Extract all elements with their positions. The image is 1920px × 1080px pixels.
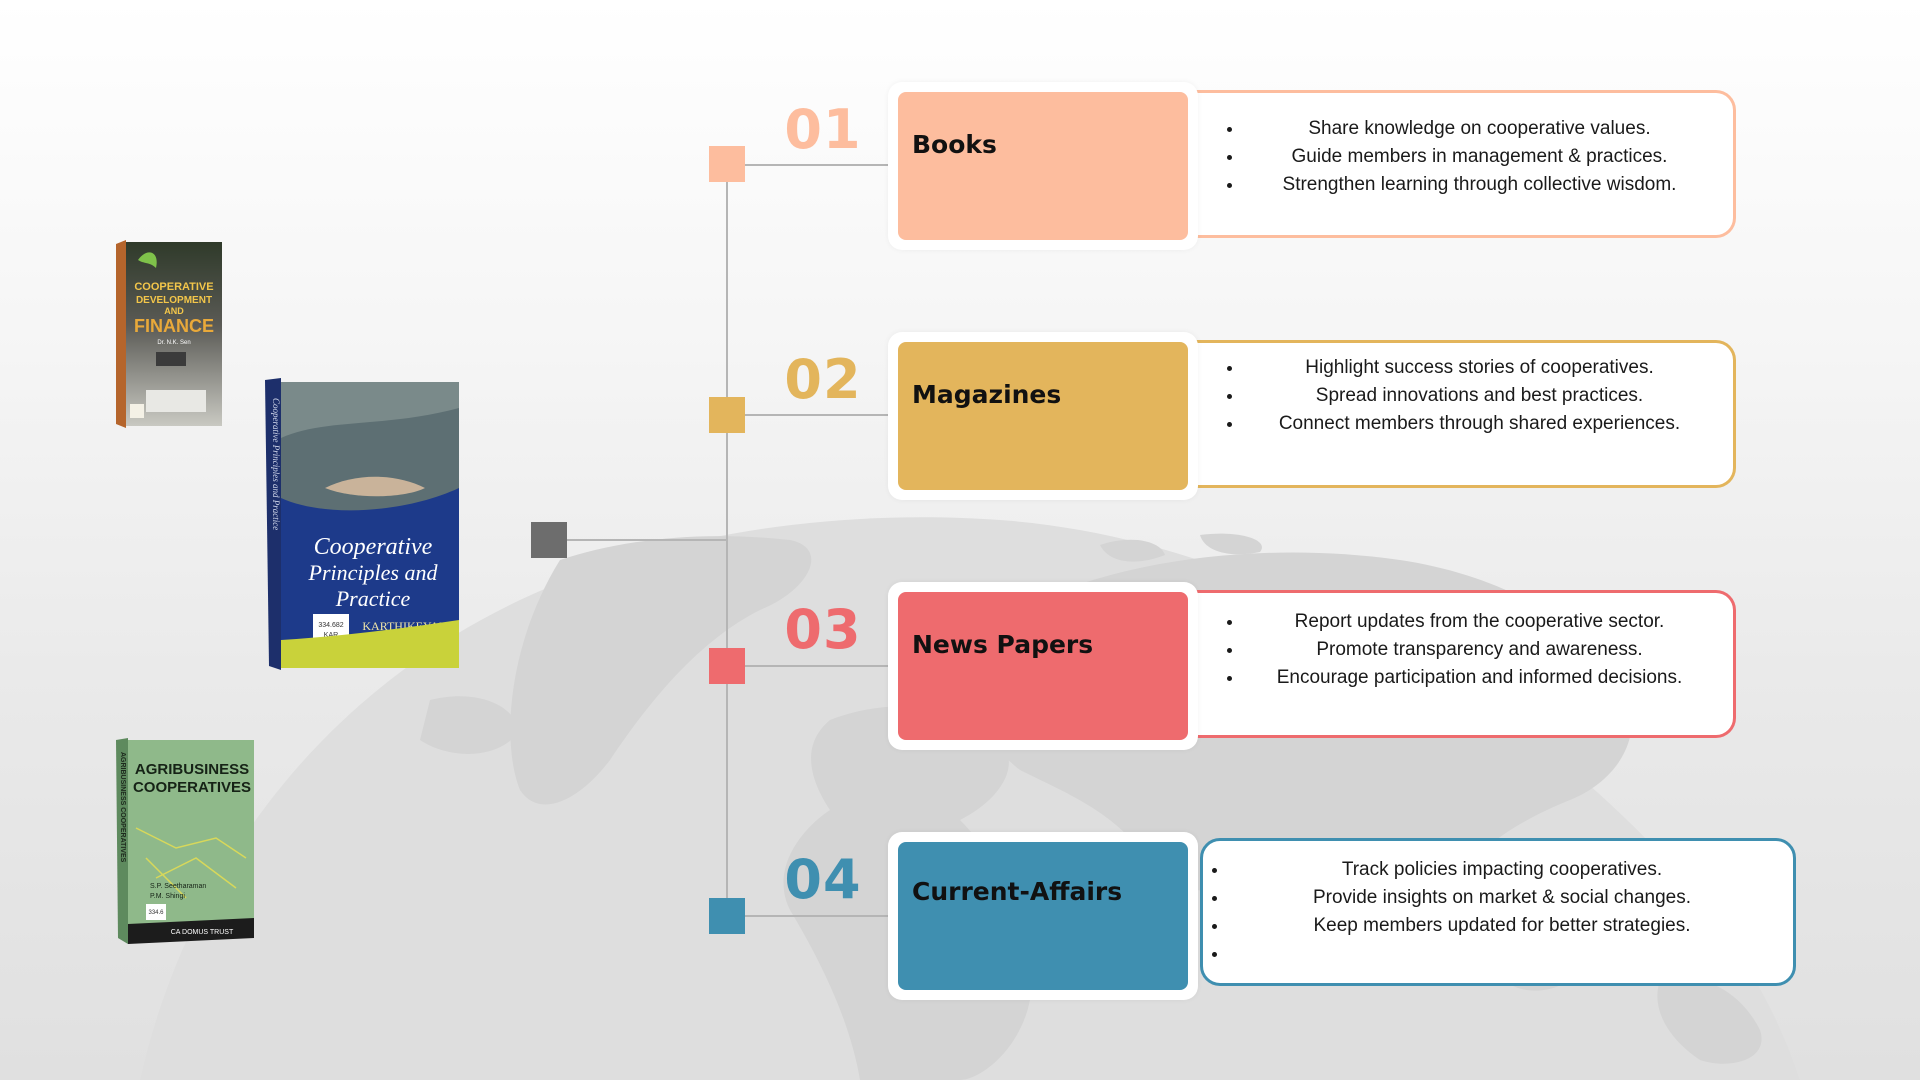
book-cover-agribusiness-cooperatives: AGRIBUSINESS COOPERATIVES AGRIBUSINESS C…	[116, 738, 254, 944]
list-item: Spread innovations and best practices.	[1244, 382, 1705, 410]
list-item: Report updates from the cooperative sect…	[1244, 608, 1705, 636]
book-cover-cooperative-development-finance: COOPERATIVE DEVELOPMENT AND FINANCE Dr. …	[116, 240, 222, 428]
timeline-marker-04	[709, 898, 745, 934]
book3-spine: AGRIBUSINESS COOPERATIVES	[119, 752, 126, 863]
timeline-marker-01	[709, 146, 745, 182]
book1-title-line2: DEVELOPMENT	[136, 295, 212, 306]
card-current-affairs-fill	[898, 842, 1188, 990]
book2-title-line2: Principles and	[308, 560, 439, 585]
center-connector-line	[567, 539, 727, 541]
card-news-papers: News Papers	[888, 582, 1198, 750]
book3-title-line1: AGRIBUSINESS	[135, 761, 249, 778]
list-item	[1229, 940, 1765, 968]
step-number-01: 01	[784, 98, 862, 161]
description-box-news-papers: Report updates from the cooperative sect…	[1190, 590, 1736, 738]
description-box-books: Share knowledge on cooperative values. G…	[1190, 90, 1736, 238]
card-news-papers-fill	[898, 592, 1188, 740]
card-magazines: Magazines	[888, 332, 1198, 500]
list-item: Guide members in management & practices.	[1244, 143, 1705, 171]
list-item: Encourage participation and informed dec…	[1244, 664, 1705, 692]
book3-sticker: 334.6	[148, 910, 164, 916]
list-item: Share knowledge on cooperative values.	[1244, 115, 1705, 143]
list-item: Track policies impacting cooperatives.	[1229, 856, 1765, 884]
book2-spine: Cooperative Principles and Practice	[271, 398, 281, 530]
card-title-books: Books	[912, 130, 997, 159]
book3-title-line2: COOPERATIVES	[133, 779, 251, 796]
list-item: Connect members through shared experienc…	[1244, 410, 1705, 438]
description-box-magazines: Highlight success stories of cooperative…	[1190, 340, 1736, 488]
list-item: Strengthen learning through collective w…	[1244, 171, 1705, 199]
book1-author: Dr. N.K. Sen	[157, 340, 190, 346]
card-magazines-fill	[898, 342, 1188, 490]
book1-title-line1: COOPERATIVE	[134, 281, 213, 293]
list-item: Keep members updated for better strategi…	[1229, 912, 1765, 940]
list-item: Provide insights on market & social chan…	[1229, 884, 1765, 912]
book1-title-line4: FINANCE	[134, 316, 214, 336]
card-title-magazines: Magazines	[912, 380, 1062, 409]
center-marker	[531, 522, 567, 558]
connector-line-01	[744, 164, 888, 166]
connector-line-02	[744, 414, 888, 416]
timeline-vertical-line	[726, 165, 728, 917]
card-books-fill	[898, 92, 1188, 240]
book2-title-line1: Cooperative	[314, 534, 433, 560]
book1-title-line3: AND	[164, 306, 184, 316]
timeline-marker-02	[709, 397, 745, 433]
connector-line-04	[744, 915, 888, 917]
book3-author1: S.P. Seetharaman	[150, 883, 206, 890]
step-number-02: 02	[784, 348, 862, 411]
connector-line-03	[744, 665, 888, 667]
book2-sticker-line2: KAR	[324, 632, 338, 639]
description-box-current-affairs: Track policies impacting cooperatives. P…	[1200, 838, 1796, 986]
list-item: Promote transparency and awareness.	[1244, 636, 1705, 664]
book2-sticker-line1: 334.682	[318, 622, 343, 629]
timeline-marker-03	[709, 648, 745, 684]
card-current-affairs: Current-Affairs	[888, 832, 1198, 1000]
card-title-news-papers: News Papers	[912, 630, 1094, 659]
card-title-current-affairs: Current-Affairs	[912, 877, 1123, 906]
step-number-03: 03	[784, 598, 862, 661]
book3-publisher: CA DOMUS TRUST	[171, 929, 234, 936]
step-number-04: 04	[784, 848, 862, 911]
list-item: Highlight success stories of cooperative…	[1244, 354, 1705, 382]
card-books: Books	[888, 82, 1198, 250]
book-cover-cooperative-principles-practice: Cooperative Principles and Practice Coop…	[265, 378, 459, 670]
book2-title-line3: Practice	[335, 586, 411, 611]
book3-author2: P.M. Shingi	[150, 893, 185, 900]
